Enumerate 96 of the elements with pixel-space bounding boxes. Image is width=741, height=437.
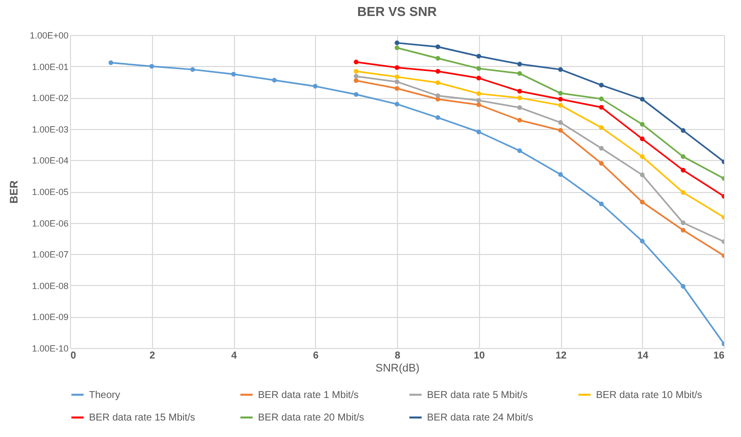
- point: [354, 60, 358, 64]
- legend-label: Theory: [89, 390, 120, 401]
- point: [517, 96, 522, 100]
- point: [558, 67, 563, 72]
- point: [599, 161, 604, 166]
- point: [599, 82, 604, 88]
- legend-label: BER data rate 15 Mbit/s: [89, 412, 196, 424]
- point: [640, 238, 645, 244]
- point: [476, 98, 482, 103]
- point: [517, 148, 522, 154]
- legend-label: BER data rate 10 Mbit/s: [596, 390, 702, 401]
- point: [680, 128, 686, 133]
- point: [680, 154, 686, 159]
- x-tick-label: 14: [637, 350, 649, 362]
- point: [476, 76, 482, 80]
- point: [354, 92, 358, 97]
- x-axis-title: SNR(dB): [375, 362, 420, 374]
- y-tick-label: 1.00E+00: [30, 30, 68, 40]
- point: [231, 72, 236, 77]
- point: [640, 136, 645, 142]
- point: [599, 104, 604, 110]
- point: [517, 118, 522, 123]
- point: [558, 96, 563, 102]
- point: [354, 78, 358, 83]
- x-tick-label: 2: [149, 350, 156, 362]
- point: [394, 45, 400, 50]
- point: [476, 102, 482, 108]
- point: [558, 128, 563, 133]
- point: [436, 115, 440, 120]
- y-tick-label: 1.00E-03: [32, 124, 68, 134]
- point: [599, 146, 604, 151]
- y-tick-label: 1.00E-02: [32, 93, 68, 104]
- y-tick-label: 1.00E-10: [32, 344, 68, 354]
- point: [394, 86, 400, 91]
- point: [394, 40, 400, 46]
- point: [394, 79, 400, 84]
- x-tick-label: 6: [312, 350, 319, 362]
- point: [190, 67, 195, 72]
- point: [680, 190, 686, 195]
- x-tick-label: 4: [231, 350, 238, 362]
- point: [680, 228, 686, 233]
- point: [558, 172, 563, 177]
- legend-label: BER data rate 24 Mbit/s: [427, 412, 534, 424]
- point: [558, 90, 563, 96]
- point: [476, 66, 482, 71]
- point: [476, 91, 482, 96]
- point: [558, 102, 563, 108]
- chart-title: BER VS SNR: [357, 4, 438, 19]
- y-axis-title: BER: [8, 180, 21, 204]
- point: [640, 122, 645, 127]
- x-tick-label: 0: [70, 350, 76, 362]
- point: [640, 96, 645, 102]
- point: [149, 64, 154, 69]
- point: [517, 62, 522, 66]
- point: [436, 44, 440, 50]
- point: [599, 125, 604, 130]
- legend-label: BER data rate 5 Mbit/s: [427, 390, 528, 401]
- point: [476, 130, 482, 134]
- point: [558, 120, 563, 125]
- point: [108, 60, 114, 66]
- point: [394, 65, 400, 70]
- point: [680, 220, 686, 226]
- y-tick-label: 1.00E-06: [32, 218, 68, 228]
- y-tick-label: 1.00E-01: [32, 62, 68, 72]
- point: [436, 80, 440, 86]
- x-tick-label: 8: [394, 350, 401, 362]
- y-tick-label: 1.00E-04: [32, 156, 68, 166]
- point: [436, 69, 440, 74]
- point: [640, 154, 645, 159]
- x-tick-label: 10: [474, 350, 486, 362]
- point: [312, 84, 318, 89]
- y-tick-label: 1.00E-07: [32, 250, 68, 260]
- point: [517, 71, 522, 76]
- point: [640, 172, 645, 178]
- y-tick-label: 1.00E-09: [32, 312, 68, 322]
- point: [680, 284, 686, 289]
- y-tick-label: 1.00E-05: [32, 187, 68, 197]
- point: [354, 74, 358, 79]
- point: [436, 93, 440, 98]
- point: [436, 56, 440, 61]
- point: [272, 78, 277, 83]
- point: [517, 88, 522, 94]
- point: [476, 54, 482, 59]
- point: [517, 105, 522, 110]
- x-tick-label: 12: [555, 350, 567, 362]
- point: [680, 168, 686, 173]
- point: [394, 74, 400, 80]
- point: [394, 102, 400, 106]
- point: [640, 200, 645, 204]
- point: [599, 202, 604, 206]
- point: [599, 96, 604, 102]
- point: [354, 69, 358, 74]
- legend-label: BER data rate 1 Mbit/s: [258, 390, 359, 401]
- y-tick-label: 1.00E-08: [32, 280, 68, 291]
- x-tick-label: 16: [713, 350, 725, 362]
- legend-label: BER data rate 20 Mbit/s: [258, 412, 364, 424]
